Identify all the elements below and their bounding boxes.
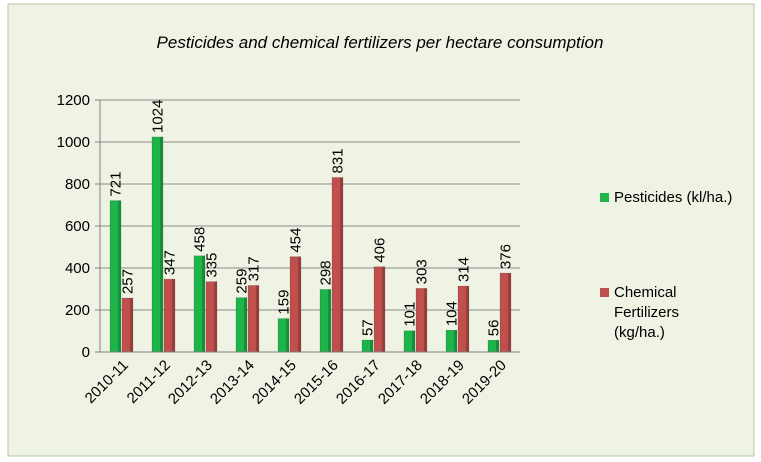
chart-title: Pesticides and chemical fertilizers per … <box>157 33 604 52</box>
chart-background <box>7 3 755 457</box>
bar-shade <box>328 289 331 352</box>
bar-shade <box>244 297 247 352</box>
bar-shade <box>214 281 217 352</box>
bar-shade <box>382 266 385 352</box>
data-label: 56 <box>486 320 503 337</box>
bar-shade <box>130 298 133 352</box>
y-tick-label: 1200 <box>57 92 90 109</box>
data-label: 458 <box>192 227 209 252</box>
bar-shade <box>454 330 457 352</box>
legend-item: Chemical Fertilizers (kg/ha.) <box>600 283 734 343</box>
bar-shade <box>202 255 205 352</box>
bar-shade <box>298 256 301 352</box>
data-label: 1024 <box>150 100 167 133</box>
bar-shade <box>424 288 427 352</box>
bar-shade <box>340 177 343 352</box>
bar-shade <box>496 340 499 352</box>
legend-item: Pesticides (kl/ha.) <box>600 188 734 208</box>
data-label: 454 <box>288 228 305 253</box>
legend-label: Chemical Fertilizers (kg/ha.) <box>614 284 680 341</box>
legend-swatch <box>600 193 609 202</box>
y-tick-label: 600 <box>65 218 90 235</box>
data-label: 721 <box>108 172 125 197</box>
data-label: 347 <box>162 250 179 275</box>
data-label: 831 <box>330 148 347 173</box>
data-label: 303 <box>414 259 431 284</box>
data-label: 101 <box>402 302 419 327</box>
data-label: 317 <box>246 256 263 281</box>
data-label: 376 <box>498 244 515 269</box>
data-label: 159 <box>276 290 293 315</box>
bar-shade <box>256 285 259 352</box>
y-tick-label: 800 <box>65 176 90 193</box>
bar-shade <box>466 286 469 352</box>
y-tick-label: 400 <box>65 260 90 277</box>
data-label: 406 <box>372 238 389 263</box>
data-label: 57 <box>360 319 377 336</box>
bar-shade <box>160 136 163 352</box>
bar-shade <box>172 279 175 352</box>
bar-shade <box>286 318 289 352</box>
bar-shade <box>412 330 415 352</box>
y-tick-label: 200 <box>65 302 90 319</box>
data-label: 335 <box>204 253 221 278</box>
bar-shade <box>370 340 373 352</box>
data-label: 259 <box>234 269 251 294</box>
bar-shade <box>118 200 121 352</box>
legend-label: Pesticides (kl/ha.) <box>614 189 733 206</box>
y-tick-label: 1000 <box>57 134 90 151</box>
y-tick-label: 0 <box>82 344 90 361</box>
data-label: 314 <box>456 257 473 282</box>
data-label: 104 <box>444 301 461 326</box>
data-label: 257 <box>120 269 137 294</box>
data-label: 298 <box>318 260 335 285</box>
bar-shade <box>508 273 511 352</box>
legend-swatch <box>600 288 609 297</box>
